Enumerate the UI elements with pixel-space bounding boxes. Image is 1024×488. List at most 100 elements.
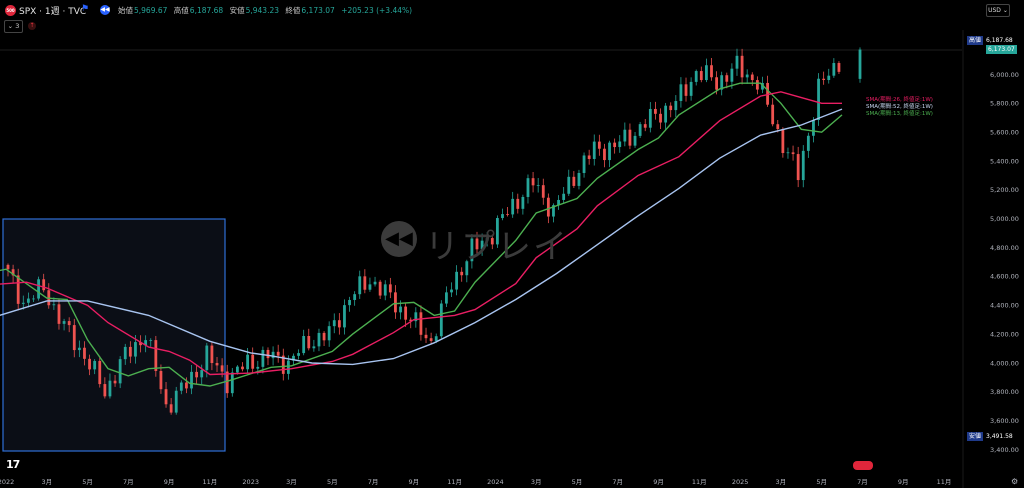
candle-body bbox=[149, 340, 153, 341]
high-value: 6,187.68 bbox=[189, 6, 224, 15]
candle-body bbox=[521, 196, 525, 209]
candle-body bbox=[383, 284, 387, 296]
settings-gear-icon[interactable]: ⚙ bbox=[1011, 477, 1019, 486]
time-tick-label: 9月 bbox=[409, 478, 420, 486]
time-tick-label: 7月 bbox=[857, 478, 868, 486]
candle-body bbox=[531, 178, 535, 186]
candle-body bbox=[552, 205, 555, 217]
candle-body bbox=[776, 124, 780, 129]
candle-body bbox=[236, 366, 239, 373]
candle-body bbox=[781, 128, 785, 154]
candle-body bbox=[399, 306, 402, 313]
time-tick-label: 2025 bbox=[732, 478, 749, 486]
candle-body bbox=[21, 302, 25, 304]
flag-icon[interactable]: ⚑ bbox=[81, 4, 90, 14]
currency-select[interactable]: USD ⌄ bbox=[986, 4, 1010, 17]
time-tick-label: 11月 bbox=[447, 478, 462, 486]
price-axis[interactable]: 6,000.00 5,800.00 5,600.00 5,400.00 5,200.00… bbox=[990, 71, 1019, 454]
time-tick-label: 9月 bbox=[653, 478, 664, 486]
last-tag-value: 6,173.07 bbox=[986, 45, 1017, 54]
candle-body bbox=[832, 63, 836, 76]
sma52-legend[interactable]: SMA(期間:52, 終値足:1W) bbox=[866, 104, 933, 110]
time-tick-label: 7月 bbox=[123, 478, 134, 486]
candle-body bbox=[205, 345, 209, 371]
candle-body bbox=[541, 185, 545, 198]
candle-body bbox=[373, 281, 377, 285]
price-tick-label: 5,000.00 bbox=[990, 215, 1019, 223]
high-tag-name: 高値 bbox=[967, 36, 984, 45]
candle-body bbox=[587, 155, 591, 159]
alert-icon[interactable]: ↑ bbox=[28, 22, 36, 30]
candle-body bbox=[755, 80, 759, 90]
candle-body bbox=[297, 353, 300, 356]
candle-body bbox=[562, 193, 566, 200]
candle-body bbox=[766, 82, 769, 105]
candle-body bbox=[827, 75, 831, 81]
highlight-box[interactable] bbox=[2, 218, 226, 452]
candle-body bbox=[582, 155, 586, 173]
price-tick-label: 5,200.00 bbox=[990, 186, 1019, 194]
candle-body bbox=[77, 347, 81, 351]
candle-body bbox=[174, 390, 178, 413]
time-tick-label: 9月 bbox=[898, 478, 909, 486]
candle-body bbox=[511, 198, 515, 215]
low-value: 5,943.23 bbox=[245, 6, 279, 15]
moving-average-lines bbox=[0, 82, 843, 387]
candle-body bbox=[557, 199, 560, 206]
time-tick-label: 5月 bbox=[816, 478, 827, 486]
candle-body bbox=[623, 129, 627, 142]
time-tick-label: 3月 bbox=[41, 478, 52, 486]
candle-body bbox=[16, 275, 20, 304]
indicator-toggle[interactable]: ⌄ 3 bbox=[4, 20, 23, 33]
candle-body bbox=[603, 148, 606, 161]
symbol-logo: 500 bbox=[5, 5, 16, 16]
candle-body bbox=[83, 347, 86, 359]
candle-body bbox=[720, 75, 724, 90]
candle-body bbox=[123, 346, 127, 360]
candle-body bbox=[358, 276, 362, 295]
sma26-legend[interactable]: SMA(期間:26, 終値足:1W) bbox=[866, 97, 933, 103]
last-candle-body bbox=[858, 49, 862, 79]
candle-body bbox=[796, 154, 800, 181]
tradingview-logo[interactable]: 17 bbox=[6, 458, 20, 471]
candle-body bbox=[200, 370, 204, 378]
replay-icon[interactable]: ◀◀ bbox=[100, 5, 110, 15]
candle-body bbox=[817, 78, 820, 121]
events-flag-icon[interactable] bbox=[853, 461, 873, 470]
candle-body bbox=[577, 172, 581, 186]
candle-body bbox=[154, 340, 158, 371]
candle-body bbox=[689, 81, 693, 96]
candle-body bbox=[251, 354, 255, 369]
candle-body bbox=[705, 65, 708, 81]
candle-body bbox=[791, 152, 795, 155]
time-axis[interactable]: 2022 3月 5月 7月 9月 11月 2023 3月 5月 7月 9月 11月 2024 3月 5月 7月… bbox=[0, 478, 951, 486]
sma-line-13[interactable] bbox=[0, 82, 843, 387]
open-label: 始値 bbox=[118, 6, 133, 15]
candle-body bbox=[256, 366, 260, 369]
candle-body bbox=[516, 198, 520, 209]
candle-body bbox=[98, 360, 102, 385]
time-tick-label: 11月 bbox=[203, 478, 218, 486]
time-tick-label: 7月 bbox=[368, 478, 379, 486]
symbol-title[interactable]: SPX · 1週 · TVC bbox=[19, 7, 87, 17]
candle-body bbox=[67, 321, 71, 326]
candle-body bbox=[812, 120, 815, 136]
candle-body bbox=[572, 176, 576, 186]
candle-body bbox=[42, 279, 46, 291]
candle-body bbox=[404, 306, 408, 320]
candle-body bbox=[470, 238, 474, 262]
candle-body bbox=[327, 326, 331, 341]
sma13-legend[interactable]: SMA(期間:13, 終値足:1W) bbox=[866, 111, 933, 117]
replay-watermark: ◀◀ リプレイ bbox=[381, 215, 621, 267]
sma-line-52[interactable] bbox=[0, 108, 843, 366]
candle-body bbox=[276, 351, 280, 356]
candle-body bbox=[750, 74, 754, 81]
candle-body bbox=[445, 292, 448, 304]
candle-body bbox=[322, 332, 326, 341]
price-tick-label: 4,600.00 bbox=[990, 273, 1019, 281]
sma-line-26[interactable] bbox=[0, 91, 842, 376]
candle-body bbox=[715, 77, 718, 90]
candle-body bbox=[638, 124, 642, 136]
candle-body bbox=[128, 346, 132, 357]
